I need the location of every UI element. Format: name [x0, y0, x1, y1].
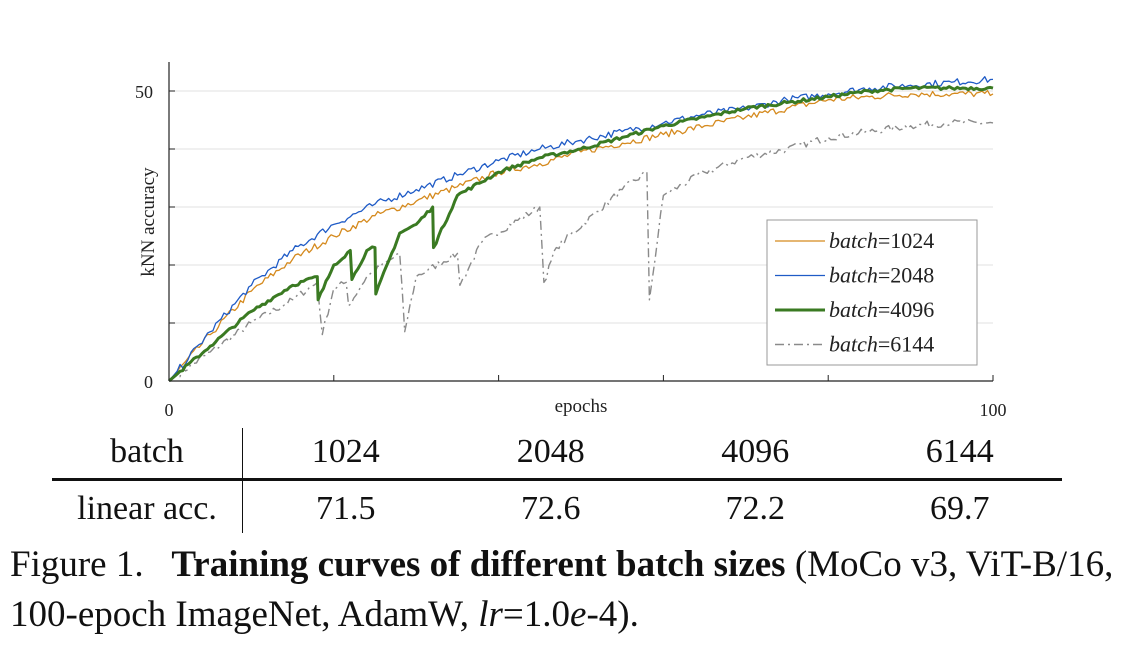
- table-cell: 4096: [652, 428, 858, 481]
- table-cell: 1024: [242, 428, 449, 481]
- legend-label: batch=4096: [829, 297, 934, 322]
- caption-title: Training curves of different batch sizes: [171, 544, 786, 585]
- legend-label: batch=2048: [829, 263, 934, 288]
- caption-label: Figure 1.: [10, 544, 144, 585]
- caption-lr-var: lr: [478, 594, 503, 635]
- axes: [168, 62, 993, 382]
- table-row: linear acc. 71.5 72.6 72.2 69.7: [52, 479, 1062, 533]
- caption-lr-e: e: [570, 594, 587, 635]
- axis-ticks: [168, 90, 994, 382]
- table-cell: 71.5: [316, 490, 376, 527]
- caption-lr-tail: -4).: [586, 594, 639, 635]
- y-tick-label-0: 0: [144, 372, 153, 392]
- caption-lr-eq: =1.0: [502, 594, 571, 635]
- legend-label: batch=6144: [829, 332, 934, 357]
- y-axis-label: kNN accuracy: [138, 167, 159, 277]
- training-curves-chart: 50 0 0 100 epochs kNN accuracy batch=102…: [135, 62, 1007, 420]
- series-line-batch-1024: [168, 89, 994, 382]
- row-header-linear-acc: linear acc.: [52, 479, 243, 533]
- legend: batch=1024 batch=2048 batch=4096 batch=6144: [766, 219, 978, 366]
- y-tick-label-50: 50: [135, 82, 153, 102]
- table-cell: 6144: [857, 428, 1062, 481]
- table-cell: 72.6: [520, 490, 581, 527]
- x-tick-label-100: 100: [980, 400, 1007, 420]
- series-line-batch-4096: [168, 85, 994, 383]
- legend-label: batch=1024: [829, 228, 934, 253]
- plot-series: [168, 76, 994, 383]
- table-row: batch 1024 2048 4096 6144: [52, 428, 1062, 481]
- x-tick-label-0: 0: [165, 400, 174, 420]
- row-header-batch: batch: [52, 428, 243, 481]
- results-table: batch 1024 2048 4096 6144 linear acc. 71…: [52, 428, 1062, 533]
- caption-text: (MoCo v3, ViT-B/16, 100-epoch ImageNet, …: [10, 544, 1114, 635]
- legend-box: [766, 219, 978, 366]
- table-cell: 72.2: [725, 490, 785, 527]
- series-line-batch-6144: [168, 118, 994, 382]
- table-cell: 69.7: [929, 490, 990, 527]
- table-cell: 2048: [448, 428, 653, 481]
- x-axis-label: epochs: [555, 396, 608, 417]
- figure-caption: Figure 1. Training curves of different b…: [10, 540, 1114, 640]
